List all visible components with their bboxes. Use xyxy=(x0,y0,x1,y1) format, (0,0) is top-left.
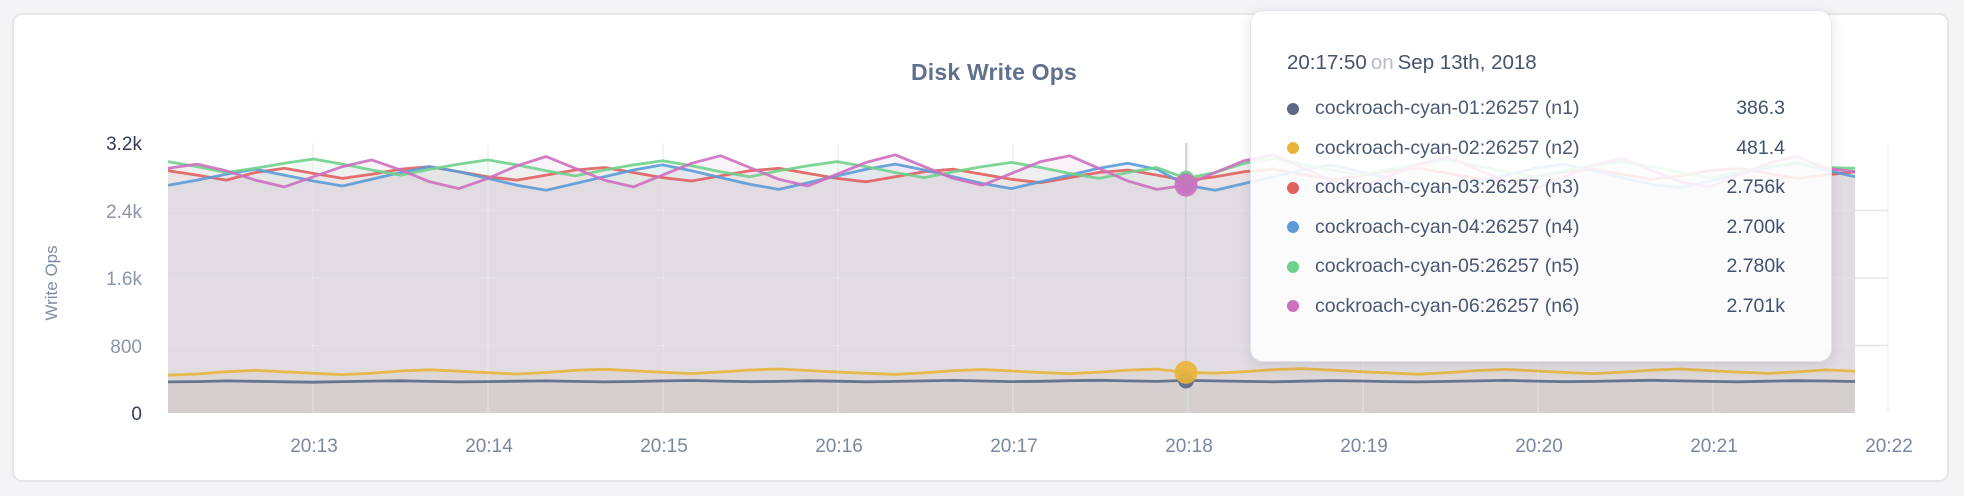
tooltip-row: cockroach-cyan-04:26257 (n4) 2.700k xyxy=(1287,208,1785,248)
chart-title: Disk Write Ops xyxy=(911,59,1077,85)
y-tick-label: 3.2k xyxy=(106,134,142,155)
x-tick-label: 20:13 xyxy=(290,436,338,457)
x-tick-label: 20:19 xyxy=(1340,436,1388,457)
x-tick-label: 20:15 xyxy=(640,436,688,457)
tooltip-rows: cockroach-cyan-01:26257 (n1) 386.3 cockroa… xyxy=(1287,89,1785,326)
hover-dots xyxy=(1174,170,1198,389)
series-color-dot-icon xyxy=(1287,300,1299,313)
tooltip-series-value: 2.701k xyxy=(1726,294,1785,317)
series-color-dot-icon xyxy=(1287,102,1299,115)
tooltip-series-label: cockroach-cyan-04:26257 (n4) xyxy=(1315,215,1580,238)
tooltip-series-value: 2.700k xyxy=(1726,215,1785,238)
tooltip-series-value: 2.780k xyxy=(1726,255,1785,278)
tooltip-date: Sep 13th, 2018 xyxy=(1397,51,1537,74)
tooltip-series-value: 481.4 xyxy=(1736,136,1785,159)
tooltip-series-label: cockroach-cyan-06:26257 (n6) xyxy=(1315,294,1580,317)
series-color-dot-icon xyxy=(1287,260,1299,273)
tooltip-series-value: 2.756k xyxy=(1726,176,1785,199)
y-tick-label: 2.4k xyxy=(106,201,142,223)
x-tick-label: 20:22 xyxy=(1865,436,1913,457)
tooltip-row: cockroach-cyan-03:26257 (n3) 2.756k xyxy=(1287,168,1785,208)
x-tick-label: 20:14 xyxy=(465,436,513,457)
y-tick-label: 0 xyxy=(131,404,142,425)
y-tick-label: 800 xyxy=(110,336,142,358)
tooltip-series-label: cockroach-cyan-01:26257 (n1) xyxy=(1315,97,1580,120)
tooltip-row: cockroach-cyan-05:26257 (n5) 2.780k xyxy=(1287,247,1785,287)
tooltip-series-label: cockroach-cyan-03:26257 (n3) xyxy=(1315,176,1580,199)
series-color-dot-icon xyxy=(1287,221,1299,234)
x-tick-label: 20:17 xyxy=(990,436,1038,457)
tooltip-conjunction: on xyxy=(1370,51,1394,74)
tooltip-row: cockroach-cyan-01:26257 (n1) 386.3 xyxy=(1287,89,1785,129)
tooltip-row: cockroach-cyan-06:26257 (n6) 2.701k xyxy=(1287,287,1785,327)
tooltip-time: 20:17:50 xyxy=(1287,51,1367,74)
x-tick-label: 20:21 xyxy=(1690,436,1738,457)
y-tick-label: 1.6k xyxy=(106,269,142,290)
series-color-dot-icon xyxy=(1287,181,1299,194)
tooltip-row: cockroach-cyan-02:26257 (n2) 481.4 xyxy=(1287,129,1785,169)
tooltip-series-label: cockroach-cyan-05:26257 (n5) xyxy=(1315,255,1580,278)
x-tick-label: 20:16 xyxy=(815,436,863,457)
tooltip-series-value: 386.3 xyxy=(1736,97,1785,120)
x-tick-label: 20:18 xyxy=(1165,436,1213,457)
x-tick-label: 20:20 xyxy=(1515,436,1563,457)
tooltip-series-label: cockroach-cyan-02:26257 (n2) xyxy=(1315,136,1580,159)
hover-tooltip: 20:17:50 on Sep 13th, 2018 cockroach-cyan-… xyxy=(1250,10,1832,362)
series-color-dot-icon xyxy=(1287,142,1299,155)
tooltip-timestamp: 20:17:50 on Sep 13th, 2018 xyxy=(1287,51,1785,75)
